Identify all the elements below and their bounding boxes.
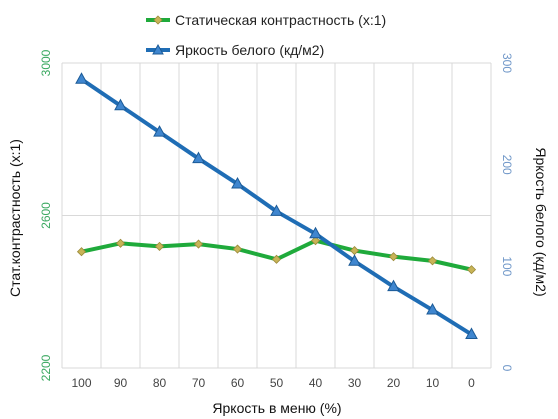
data-point	[192, 151, 205, 164]
data-point	[75, 72, 88, 84]
x-tick-label: 0	[468, 376, 475, 390]
data-point	[153, 125, 166, 137]
x-tick-label: 30	[348, 376, 362, 390]
x-tick-label: 100	[71, 376, 91, 390]
x-tick-label: 60	[231, 376, 245, 390]
y-axis-title-right: Яркость белого (кд/м2)	[533, 147, 549, 296]
data-point	[231, 176, 244, 189]
x-tick-label: 90	[114, 376, 128, 390]
data-point	[270, 204, 283, 216]
series-brightness	[75, 72, 478, 339]
y-right-tick-label: 200	[500, 155, 514, 175]
x-tick-label: 40	[309, 376, 323, 390]
data-point	[76, 247, 87, 257]
x-tick-label: 20	[387, 376, 401, 390]
data-point	[465, 327, 478, 339]
series-layer	[75, 72, 478, 339]
data-point	[466, 265, 477, 275]
data-point	[232, 244, 243, 254]
legend-label-contrast: Статическая контрастность (x:1)	[175, 12, 386, 28]
y-right-tick-label: 0	[500, 365, 514, 372]
legend-marker-diamond	[153, 15, 163, 25]
data-point	[271, 254, 282, 264]
legend-item-contrast: Статическая контрастность (x:1)	[146, 12, 386, 28]
legend-marker-triangle	[152, 43, 164, 55]
y-axis-title-left: Стат.контрастность (x:1)	[7, 139, 23, 297]
data-point	[310, 236, 321, 246]
legend-item-brightness: Яркость белого (кд/м2)	[146, 42, 324, 58]
axes: 100 90 80 70 60 50 40 30 20 10 0220026003000010020…	[39, 49, 514, 390]
data-point	[154, 241, 165, 251]
x-tick-label: 80	[153, 376, 167, 390]
x-axis-title: Яркость в меню (%)	[212, 400, 341, 416]
y-left-tick-label: 2600	[39, 202, 53, 229]
data-point	[427, 256, 438, 266]
legend: Статическая контрастность (x:1) Яркость …	[146, 12, 386, 58]
data-point	[309, 226, 322, 239]
y-left-tick-label: 3000	[39, 49, 53, 76]
x-tick-label: 50	[270, 376, 284, 390]
data-point	[388, 252, 399, 262]
y-right-tick-label: 100	[500, 256, 514, 276]
data-point	[387, 279, 400, 292]
y-left-tick-label: 2200	[39, 354, 53, 381]
data-point	[426, 303, 439, 315]
data-point	[115, 238, 126, 248]
data-point	[348, 254, 361, 266]
legend-label-brightness: Яркость белого (кд/м2)	[175, 42, 324, 58]
data-point	[193, 239, 204, 249]
x-tick-label: 70	[192, 376, 206, 390]
y-right-tick-label: 300	[500, 53, 514, 73]
x-tick-label: 10	[426, 376, 440, 390]
series-contrast	[76, 236, 477, 275]
data-point	[349, 246, 360, 256]
data-point	[114, 98, 127, 111]
